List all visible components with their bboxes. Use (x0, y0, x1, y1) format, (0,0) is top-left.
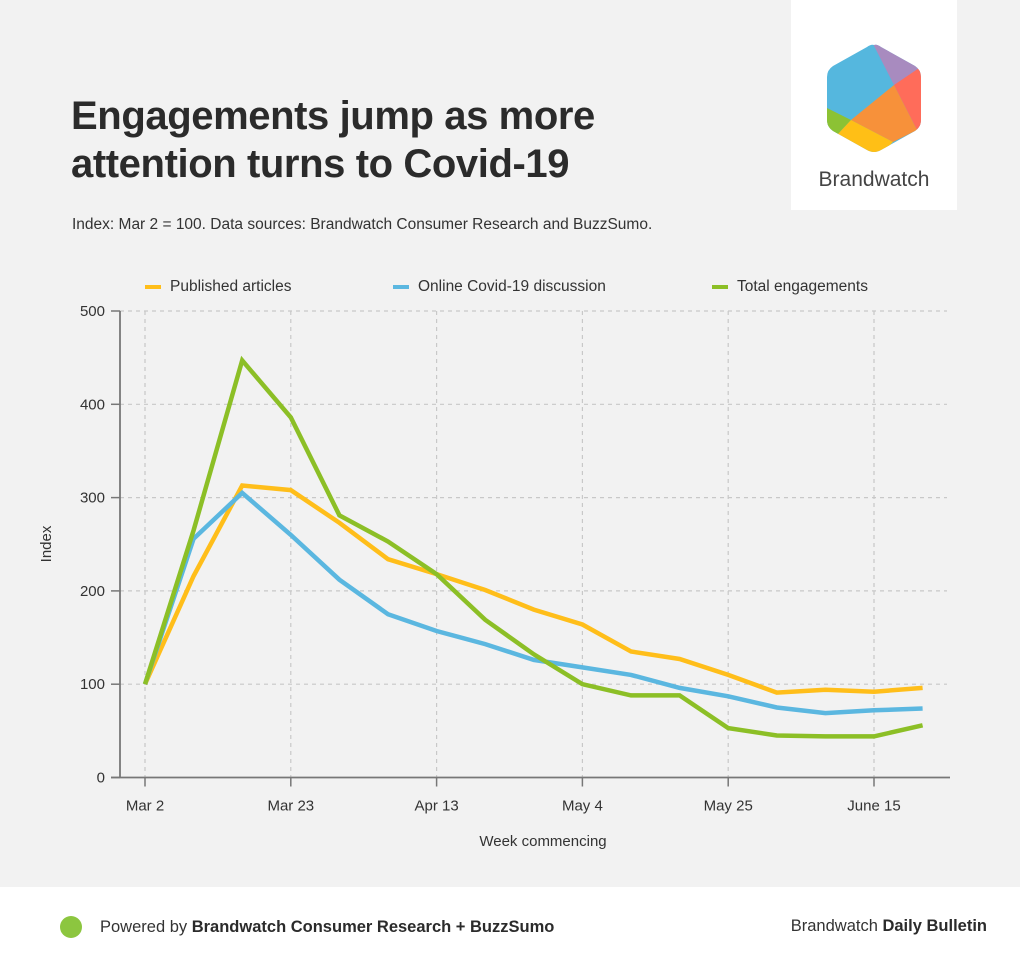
series-line-total-engagements (142, 355, 924, 739)
footer-powered-by: Powered by Brandwatch Consumer Research … (100, 918, 554, 937)
y-tick-label: 0 (97, 770, 105, 787)
legend-item-published-articles[interactable]: Published articles (145, 278, 291, 296)
y-axis-title: Index (38, 525, 55, 562)
legend-swatch-online-covid-discussion (393, 285, 409, 289)
logo-segment-red (894, 60, 921, 140)
y-tick-label: 500 (80, 303, 105, 320)
powered-by-sources: Brandwatch Consumer Research + BuzzSumo (191, 918, 555, 936)
powered-by-prefix: Powered by (100, 918, 192, 936)
logo-segment-yellow (837, 120, 893, 152)
chart-title-line-1: Engagements jump as more (71, 94, 595, 138)
legend-swatch-published-articles (145, 285, 161, 289)
brandwatch-hexagon-icon (827, 44, 921, 152)
status-dot-icon (60, 916, 82, 938)
legend-item-online-covid-discussion[interactable]: Online Covid-19 discussion (393, 278, 606, 296)
legend-item-total-engagements[interactable]: Total engagements (712, 278, 868, 296)
y-tick-label: 300 (80, 490, 105, 507)
x-tick-label: Mar 2 (126, 798, 164, 815)
footer-brand-name: Daily Bulletin (882, 917, 987, 935)
legend-label: Published articles (170, 278, 292, 295)
footer-brand-prefix: Brandwatch (790, 917, 883, 935)
x-tick-label: June 15 (847, 798, 900, 815)
brandwatch-wordmark: Brandwatch (818, 168, 930, 191)
y-tick-label: 400 (80, 396, 105, 413)
footer: Powered by Brandwatch Consumer Research … (0, 887, 1020, 963)
series-line-published-articles (142, 483, 923, 695)
chart-axes: 0 100 200 300 400 500 Mar 2 Mar 23 Apr 13 May 4 Ma… (80, 303, 950, 815)
chart-title: Engagements jump as more attention turns… (71, 92, 711, 188)
chart-grid (120, 310, 947, 778)
legend-label: Online Covid-19 discussion (418, 278, 606, 295)
x-axis-title: Week commencing (479, 833, 606, 850)
brandwatch-logo: Brandwatch (791, 0, 957, 210)
logo-segment-orange (851, 85, 917, 142)
line-chart: 0 100 200 300 400 500 Mar 2 Mar 23 Apr 13 May 4 Ma… (38, 303, 950, 850)
legend-swatch-total-engagements (712, 285, 728, 289)
chart-series (142, 355, 924, 739)
x-tick-label: Apr 13 (414, 798, 458, 815)
x-tick-label: May 25 (704, 798, 753, 815)
x-tick-label: Mar 23 (267, 798, 314, 815)
y-tick-label: 100 (80, 676, 105, 693)
chart-subtitle: Index: Mar 2 = 100. Data sources: Brandw… (72, 216, 653, 233)
x-tick-label: May 4 (562, 798, 603, 815)
chart-legend: Published articles Online Covid-19 discu… (0, 278, 1020, 300)
y-tick-label: 200 (80, 583, 105, 600)
legend-label: Total engagements (737, 278, 868, 295)
footer-brand: Brandwatch Daily Bulletin (791, 917, 987, 936)
chart-title-line-2: attention turns to Covid-19 (71, 142, 570, 186)
series-line-online-covid-19-discussion (142, 489, 923, 716)
